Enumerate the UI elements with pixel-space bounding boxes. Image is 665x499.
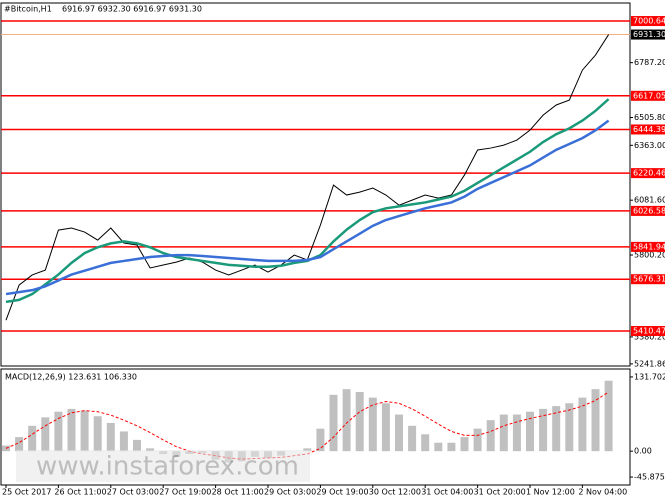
level-label: 6617.05 (633, 91, 665, 100)
macd-bar (93, 416, 102, 452)
macd-bar (421, 434, 430, 452)
macd-bar (133, 439, 141, 452)
y-tick-label: 5800.20 (634, 251, 665, 260)
x-tick-label: 25 Oct 2017 (2, 488, 51, 497)
x-tick-label: 27 Oct 19:00 (159, 488, 211, 497)
macd-bar (368, 397, 377, 452)
watermark-box (16, 450, 310, 482)
macd-bar (54, 411, 63, 452)
quote: 6916.97 6932.30 6916.97 6931.30 (62, 5, 202, 14)
y-tick-label: 6081.60 (634, 196, 665, 205)
macd-bar (67, 408, 76, 452)
macd-bar (395, 414, 403, 452)
level-label: 5676.31 (633, 275, 665, 284)
y-tick-label: 6363.00 (634, 141, 665, 150)
level-label: 6026.58 (633, 206, 665, 215)
level-tag (631, 274, 665, 285)
level-tag (631, 326, 665, 337)
macd-bar (526, 411, 534, 452)
macd-bar (381, 403, 390, 452)
macd-bar (303, 448, 312, 452)
x-tick-label: 26 Oct 11:00 (54, 488, 106, 497)
level-label: 5410.47 (633, 327, 665, 336)
macd-bar (499, 414, 508, 452)
macd-bar (316, 428, 325, 452)
macd-bar (591, 389, 600, 452)
macd-bar (565, 403, 574, 452)
macd-bar (434, 442, 443, 452)
x-tick-label: 28 Oct 11:00 (212, 488, 264, 497)
macd-bar (146, 448, 155, 452)
macd-bar (106, 422, 115, 452)
macd-bar (408, 425, 417, 452)
x-tick-label: 29 Oct 19:00 (316, 488, 368, 497)
macd-bar (342, 389, 351, 452)
watermark-text: www.instaforex.com (36, 452, 299, 482)
y-tick-label: -45.875 (634, 473, 665, 482)
x-tick-label: 30 Oct 12:00 (369, 488, 421, 497)
x-tick-label: 31 Oct 04:00 (421, 488, 473, 497)
y-tick-label: 6505.80 (634, 113, 665, 122)
macd-bar (447, 442, 456, 452)
macd-bar (41, 417, 50, 452)
x-tick-label: 1 Nov 12:00 (526, 488, 575, 497)
price-series (5, 119, 610, 296)
level-tag (631, 241, 665, 252)
price-panel (0, 2, 631, 367)
macd-bar (80, 410, 89, 452)
level-label: 6220.46 (633, 169, 665, 178)
macd-panel (0, 368, 631, 486)
level-label: 7000.64 (633, 17, 665, 26)
x-tick-label: 31 Oct 20:00 (474, 488, 526, 497)
x-tick-label: 27 Oct 03:00 (107, 488, 159, 497)
level-label: 5841.94 (633, 242, 665, 251)
macd-bar (15, 437, 24, 452)
watermark: www.instaforex.com (16, 450, 310, 482)
level-tag (631, 168, 665, 179)
last-price-label: 6931.30 (633, 30, 665, 39)
macd-bar (604, 380, 613, 452)
macd-title: MACD(12,26,9) 123.631 106.330 (5, 373, 137, 382)
macd-bar (552, 406, 561, 452)
level-tag (631, 90, 665, 101)
level-tag (631, 124, 665, 135)
x-tick-label: 2 Nov 04:00 (578, 488, 627, 497)
level-tag (631, 205, 665, 216)
y-tick-label: 0.00 (634, 447, 652, 456)
y-tick-label: 5380.20 (634, 332, 665, 341)
symbol: #Bitcoin,H1 (4, 5, 52, 14)
y-tick-label: 131.702 (634, 372, 665, 381)
macd-bar (28, 425, 37, 452)
y-tick-label: 6787.20 (634, 58, 665, 67)
level-tag (631, 16, 665, 27)
macd-bar (486, 420, 495, 452)
macd-bar (460, 437, 469, 452)
x-tick-label: 29 Oct 03:00 (264, 488, 316, 497)
macd-bar (512, 414, 521, 452)
macd-bar (473, 428, 482, 452)
macd-bar (578, 397, 587, 452)
macd-bar (539, 408, 548, 452)
y-tick-label: 5241.86 (634, 359, 665, 368)
macd-bar (355, 391, 364, 452)
macd-bar (119, 431, 128, 452)
level-label: 6444.39 (633, 125, 665, 134)
macd-bar (329, 394, 338, 452)
last-price-tag (631, 29, 665, 40)
